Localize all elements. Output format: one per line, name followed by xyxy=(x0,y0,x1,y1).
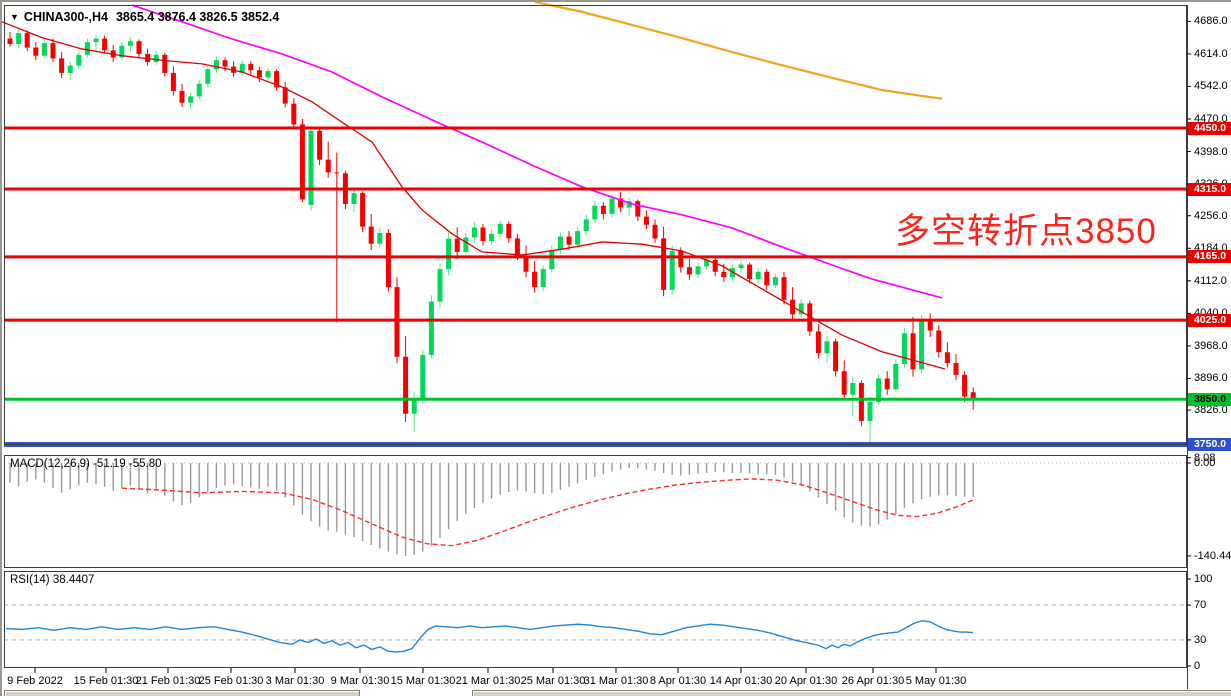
bottom-panel-left[interactable] xyxy=(4,690,360,696)
symbol-dropdown-icon[interactable]: ▼ xyxy=(10,12,19,22)
macd-values: -51.19 -55.80 xyxy=(93,458,162,470)
rsi-value: 38.4407 xyxy=(52,574,95,586)
rsi-indicator-label: RSI(14) 38.4407 xyxy=(10,574,94,586)
chart-title: ▼ CHINA300-,H4 3865.4 3876.4 3826.5 3852.4 xyxy=(10,10,279,24)
annotation-text: 多空转折点3850 xyxy=(895,212,1157,251)
symbol-period-label: CHINA300-,H4 xyxy=(23,10,108,24)
macd-name: MACD(12,26,9) xyxy=(10,458,90,470)
bottom-panel-right[interactable] xyxy=(472,690,1231,696)
ohlc-values: 3865.4 3876.4 3826.5 3852.4 xyxy=(115,10,280,24)
rsi-name: RSI(14) xyxy=(10,574,50,586)
macd-indicator-label: MACD(12,26,9) -51.19 -55.80 xyxy=(10,458,162,470)
